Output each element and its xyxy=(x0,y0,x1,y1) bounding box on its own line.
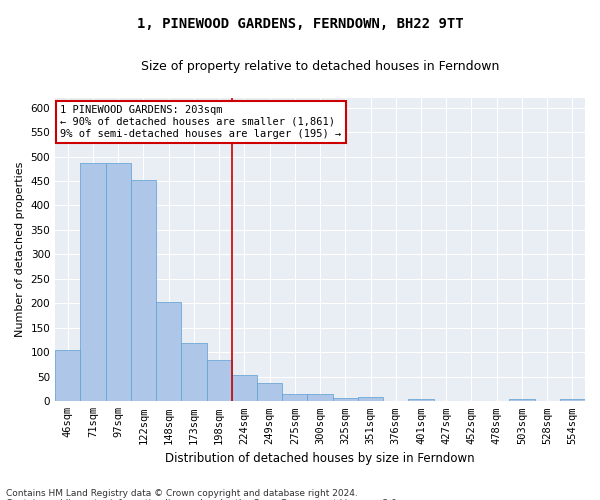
Bar xyxy=(282,394,307,402)
Bar xyxy=(509,399,535,402)
Y-axis label: Number of detached properties: Number of detached properties xyxy=(15,162,25,337)
Text: 1 PINEWOOD GARDENS: 203sqm
← 90% of detached houses are smaller (1,861)
9% of se: 1 PINEWOOD GARDENS: 203sqm ← 90% of deta… xyxy=(61,106,342,138)
Bar xyxy=(55,350,80,402)
Bar xyxy=(106,163,131,402)
Text: 1, PINEWOOD GARDENS, FERNDOWN, BH22 9TT: 1, PINEWOOD GARDENS, FERNDOWN, BH22 9TT xyxy=(137,18,463,32)
Bar xyxy=(232,375,257,402)
Text: Contains public sector information licensed under the Open Government Licence v3: Contains public sector information licen… xyxy=(6,498,400,500)
X-axis label: Distribution of detached houses by size in Ferndown: Distribution of detached houses by size … xyxy=(165,452,475,465)
Bar xyxy=(257,382,282,402)
Bar xyxy=(409,400,434,402)
Bar xyxy=(358,397,383,402)
Bar xyxy=(307,394,332,402)
Title: Size of property relative to detached houses in Ferndown: Size of property relative to detached ho… xyxy=(141,60,499,73)
Bar xyxy=(206,360,232,402)
Bar xyxy=(560,400,585,402)
Bar xyxy=(181,342,206,402)
Bar xyxy=(332,398,358,402)
Text: Contains HM Land Registry data © Crown copyright and database right 2024.: Contains HM Land Registry data © Crown c… xyxy=(6,488,358,498)
Bar xyxy=(156,302,181,402)
Bar xyxy=(80,163,106,402)
Bar xyxy=(131,180,156,402)
